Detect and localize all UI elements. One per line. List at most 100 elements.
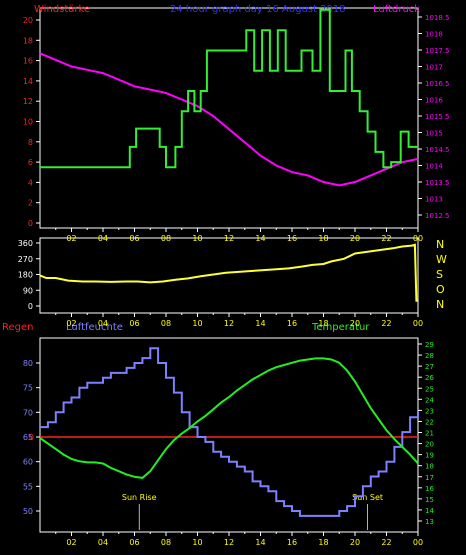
temp-tick-label: 25 [425,385,434,393]
x-tick-label: 12 [224,234,234,243]
left-tick-label: 2 [28,199,33,208]
x-tick-label: 06 [129,538,139,547]
temp-tick-label: 29 [425,341,434,349]
right-tick-label: 1015 [425,130,443,138]
right-tick-label: 1014 [425,163,443,171]
right-tick-label: 1014.5 [425,146,450,154]
temp-tick-label: 18 [425,463,434,471]
humidity-tick-label: 65 [23,433,33,442]
right-tick-label: 1015.5 [425,113,450,121]
left-tick-label: 8 [28,138,33,147]
windstaerke-label: Windstärke [34,4,90,15]
left-tick-label: 0 [28,219,33,228]
dir-tick-label: 360 [18,239,33,248]
compass-label: N [436,298,444,311]
x-tick-label: 10 [192,319,202,328]
right-tick-label: 1018.5 [425,14,450,22]
humidity-tick-label: 55 [23,482,33,491]
left-tick-label: 16 [23,57,33,66]
temperatur-label: Temperatur [311,322,370,333]
x-tick-label: 18 [318,319,328,328]
luftdruck-label: Luftdruck [373,4,420,15]
humidity-line [40,347,419,517]
left-tick-label: 14 [23,77,33,86]
compass-label: W [436,253,447,266]
x-tick-label: 00 [413,538,423,547]
right-tick-label: 1013 [425,196,443,204]
compass-label: O [436,283,445,296]
x-tick-label: 18 [318,538,328,547]
x-tick-label: 12 [224,538,234,547]
dir-tick-label: 0 [28,302,33,311]
x-tick-label: 10 [192,234,202,243]
right-tick-label: 1013.5 [425,179,450,187]
dir-tick-label: 180 [18,271,33,280]
x-tick-label: 06 [129,319,139,328]
x-tick-label: 12 [224,319,234,328]
x-tick-label: 08 [161,234,171,243]
wind-direction-panel [39,237,419,314]
luftfeuchte-label: Luftfeuchte [66,322,123,333]
right-tick-label: 1012.5 [425,212,450,220]
x-tick-label: 22 [381,234,391,243]
x-tick-label: 04 [98,538,108,547]
temp-tick-label: 27 [425,363,434,371]
dir-tick-label: 270 [18,255,33,264]
x-tick-label: 18 [318,234,328,243]
right-tick-label: 1016.5 [425,80,450,88]
x-tick-label: 20 [350,319,360,328]
x-tick-label: 04 [98,319,108,328]
temp-tick-label: 22 [425,418,434,426]
graph-title: 24 hour graph day 16 August 2018 [170,4,346,15]
regen-label: Regen [2,322,34,333]
x-tick-label: 16 [287,319,297,328]
temp-tick-label: 19 [425,452,434,460]
right-tick-label: 1016 [425,97,443,105]
right-tick-label: 1017 [425,64,443,72]
humidity-tick-label: 70 [23,408,33,417]
temp-tick-label: 24 [425,396,434,404]
x-tick-label: 20 [350,538,360,547]
left-tick-label: 10 [23,118,33,127]
temp-tick-label: 17 [425,474,434,482]
humidity-tick-label: 60 [23,458,33,467]
left-tick-label: 20 [23,16,33,25]
x-tick-label: 16 [287,538,297,547]
x-tick-label: 16 [287,234,297,243]
pressure-line [39,52,419,187]
temp-tick-label: 20 [425,441,434,449]
temp-tick-label: 28 [425,352,434,360]
x-tick-label: 14 [255,538,265,547]
temp-tick-label: 14 [425,507,434,515]
x-tick-label: 02 [66,538,76,547]
left-tick-label: 6 [28,158,33,167]
left-tick-label: 12 [23,97,33,106]
dir-tick-label: 90 [23,286,33,295]
humidity-temperature-panel [39,337,419,533]
compass-label: S [436,268,443,281]
x-tick-label: 06 [129,234,139,243]
temp-tick-label: 13 [425,518,434,526]
x-tick-label: 22 [381,538,391,547]
sun-annotation: Sun Set [352,493,383,502]
humidity-tick-label: 50 [23,507,33,516]
x-tick-label: 10 [192,538,202,547]
x-tick-label: 22 [381,319,391,328]
x-tick-label: 14 [255,234,265,243]
temp-tick-label: 21 [425,430,434,438]
x-tick-label: 08 [161,319,171,328]
x-tick-label: 00 [413,234,423,243]
left-tick-label: 18 [23,36,33,45]
temp-tick-label: 16 [425,485,434,493]
x-tick-label: 14 [255,319,265,328]
x-tick-label: 02 [66,234,76,243]
humidity-tick-label: 75 [23,384,33,393]
wind-line [40,8,418,169]
temp-tick-label: 23 [425,407,434,415]
wind-direction-line [39,243,418,302]
wind-pressure-panel [39,7,419,229]
x-tick-label: 08 [161,538,171,547]
x-tick-label: 20 [350,234,360,243]
right-tick-label: 1017.5 [425,47,450,55]
